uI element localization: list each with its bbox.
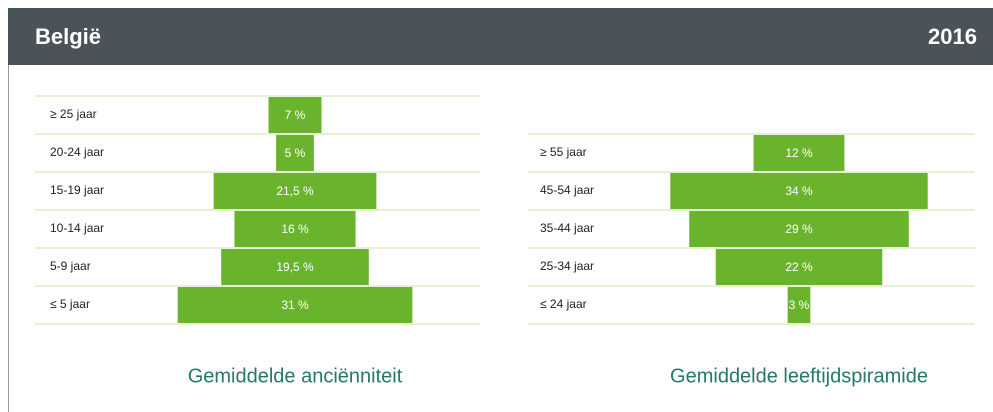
value-label: 22 % [785,260,813,274]
category-label: 25-34 jaar [540,259,594,273]
value-label: 3 % [789,298,810,312]
category-label: 35-44 jaar [540,221,594,235]
category-label: ≤ 5 jaar [50,297,90,311]
category-label: 20-24 jaar [50,145,104,159]
bar [213,173,377,209]
bar [715,249,883,285]
header-year: 2016 [928,24,977,49]
category-label: 15-19 jaar [50,183,104,197]
category-label: 10-14 jaar [50,221,104,235]
category-label: 45-54 jaar [540,183,594,197]
category-label: ≥ 55 jaar [540,145,587,159]
bar [753,135,845,171]
bar [234,211,356,247]
value-label: 21,5 % [276,184,314,198]
bar [670,173,928,209]
value-label: 16 % [281,222,309,236]
bar [221,249,369,285]
bar [276,135,314,171]
value-label: 31 % [281,298,309,312]
bar [177,287,413,323]
chart-title: Gemiddelde anciënniteit [188,365,403,387]
value-label: 7 % [285,108,306,122]
category-label: 5-9 jaar [50,259,91,273]
header-bar [8,8,993,65]
value-label: 19,5 % [276,260,314,274]
bar [689,211,909,247]
header-title: België [35,24,101,49]
bar [787,287,811,323]
value-label: 12 % [785,146,813,160]
category-label: ≤ 24 jaar [540,297,587,311]
chart-title: Gemiddelde leeftijdspiramide [670,365,928,387]
bar [268,97,322,133]
value-label: 5 % [285,146,306,160]
category-label: ≥ 25 jaar [50,107,97,121]
value-label: 34 % [785,184,813,198]
value-label: 29 % [785,222,813,236]
